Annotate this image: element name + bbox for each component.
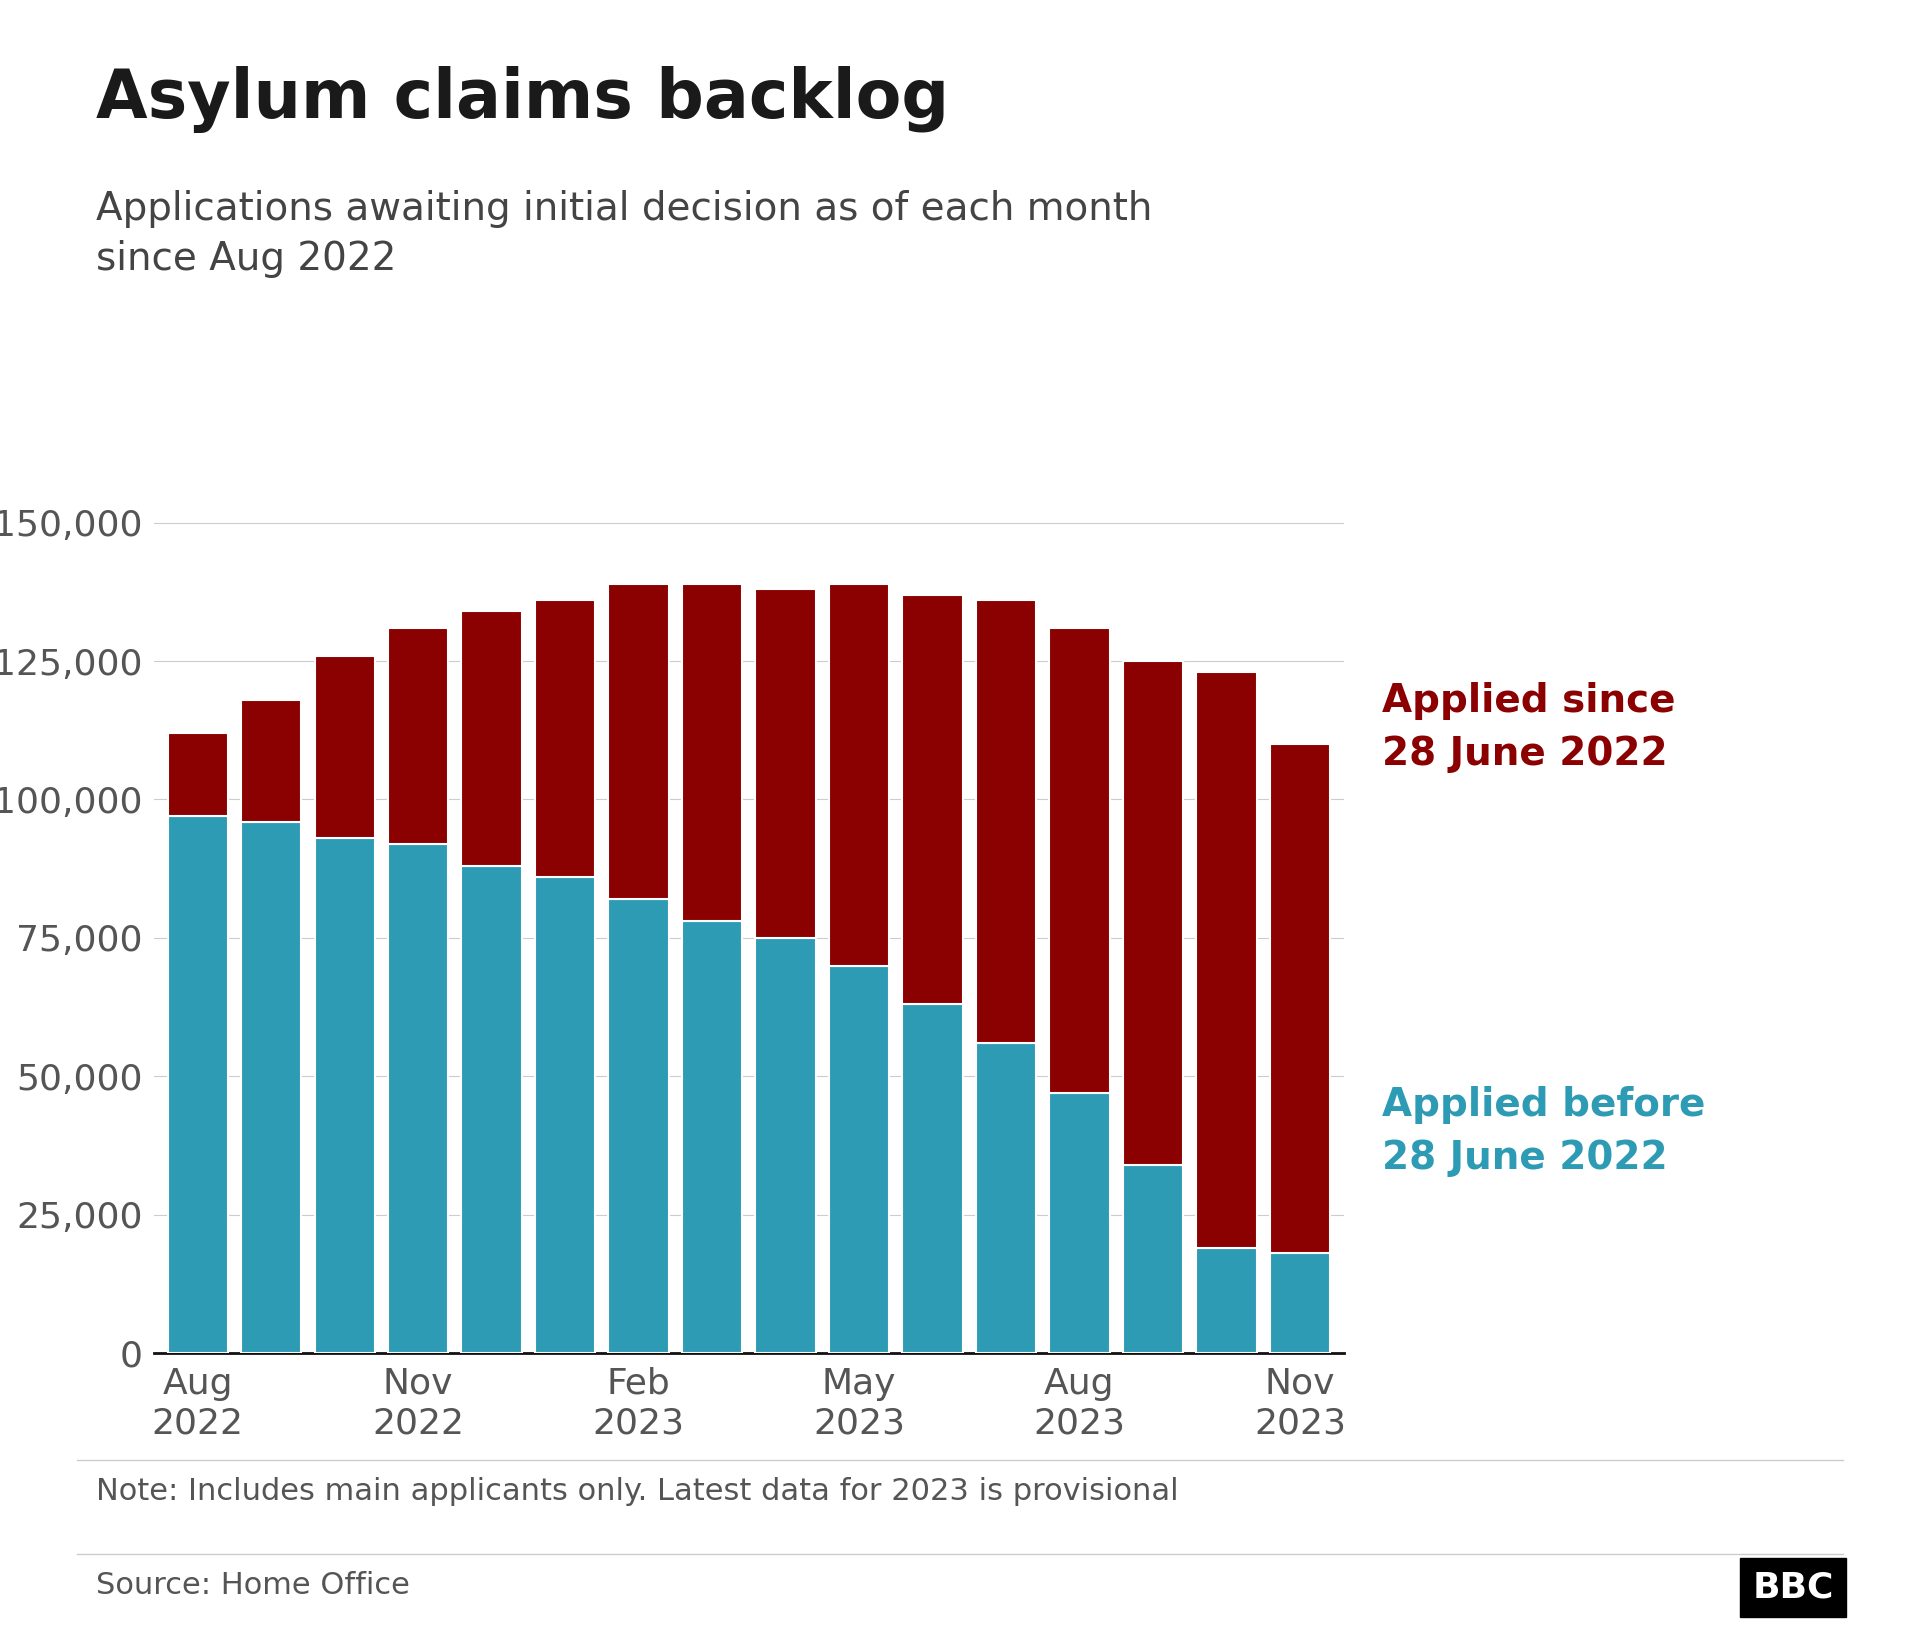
Bar: [242, 700, 301, 822]
Text: Asylum claims backlog: Asylum claims backlog: [96, 66, 948, 134]
Bar: [755, 589, 816, 937]
Bar: [1269, 1254, 1331, 1353]
Bar: [315, 655, 374, 838]
Bar: [609, 899, 668, 1353]
Bar: [167, 817, 228, 1353]
Bar: [167, 733, 228, 817]
Bar: [829, 584, 889, 965]
Text: Applied since
28 June 2022: Applied since 28 June 2022: [1382, 681, 1676, 772]
Bar: [682, 921, 743, 1353]
Bar: [1123, 1165, 1183, 1353]
Text: BBC: BBC: [1753, 1571, 1834, 1605]
Text: Source: Home Office: Source: Home Office: [96, 1571, 409, 1600]
Text: Applications awaiting initial decision as of each month
since Aug 2022: Applications awaiting initial decision a…: [96, 190, 1152, 277]
Text: Note: Includes main applicants only. Latest data for 2023 is provisional: Note: Includes main applicants only. Lat…: [96, 1477, 1179, 1506]
Bar: [682, 584, 743, 921]
Bar: [1196, 672, 1256, 1247]
Bar: [242, 822, 301, 1353]
Bar: [829, 965, 889, 1353]
Bar: [1050, 1092, 1110, 1353]
Bar: [755, 937, 816, 1353]
Text: Applied before
28 June 2022: Applied before 28 June 2022: [1382, 1086, 1705, 1176]
Bar: [609, 584, 668, 899]
Bar: [902, 594, 962, 1005]
Bar: [388, 843, 447, 1353]
Bar: [975, 601, 1037, 1043]
Bar: [1123, 662, 1183, 1165]
Bar: [315, 838, 374, 1353]
Bar: [1196, 1247, 1256, 1353]
Bar: [902, 1005, 962, 1353]
Bar: [1269, 744, 1331, 1254]
Bar: [536, 601, 595, 876]
Bar: [536, 876, 595, 1353]
Bar: [975, 1043, 1037, 1353]
Bar: [461, 610, 522, 866]
Bar: [388, 629, 447, 843]
Bar: [1050, 629, 1110, 1092]
Bar: [461, 866, 522, 1353]
